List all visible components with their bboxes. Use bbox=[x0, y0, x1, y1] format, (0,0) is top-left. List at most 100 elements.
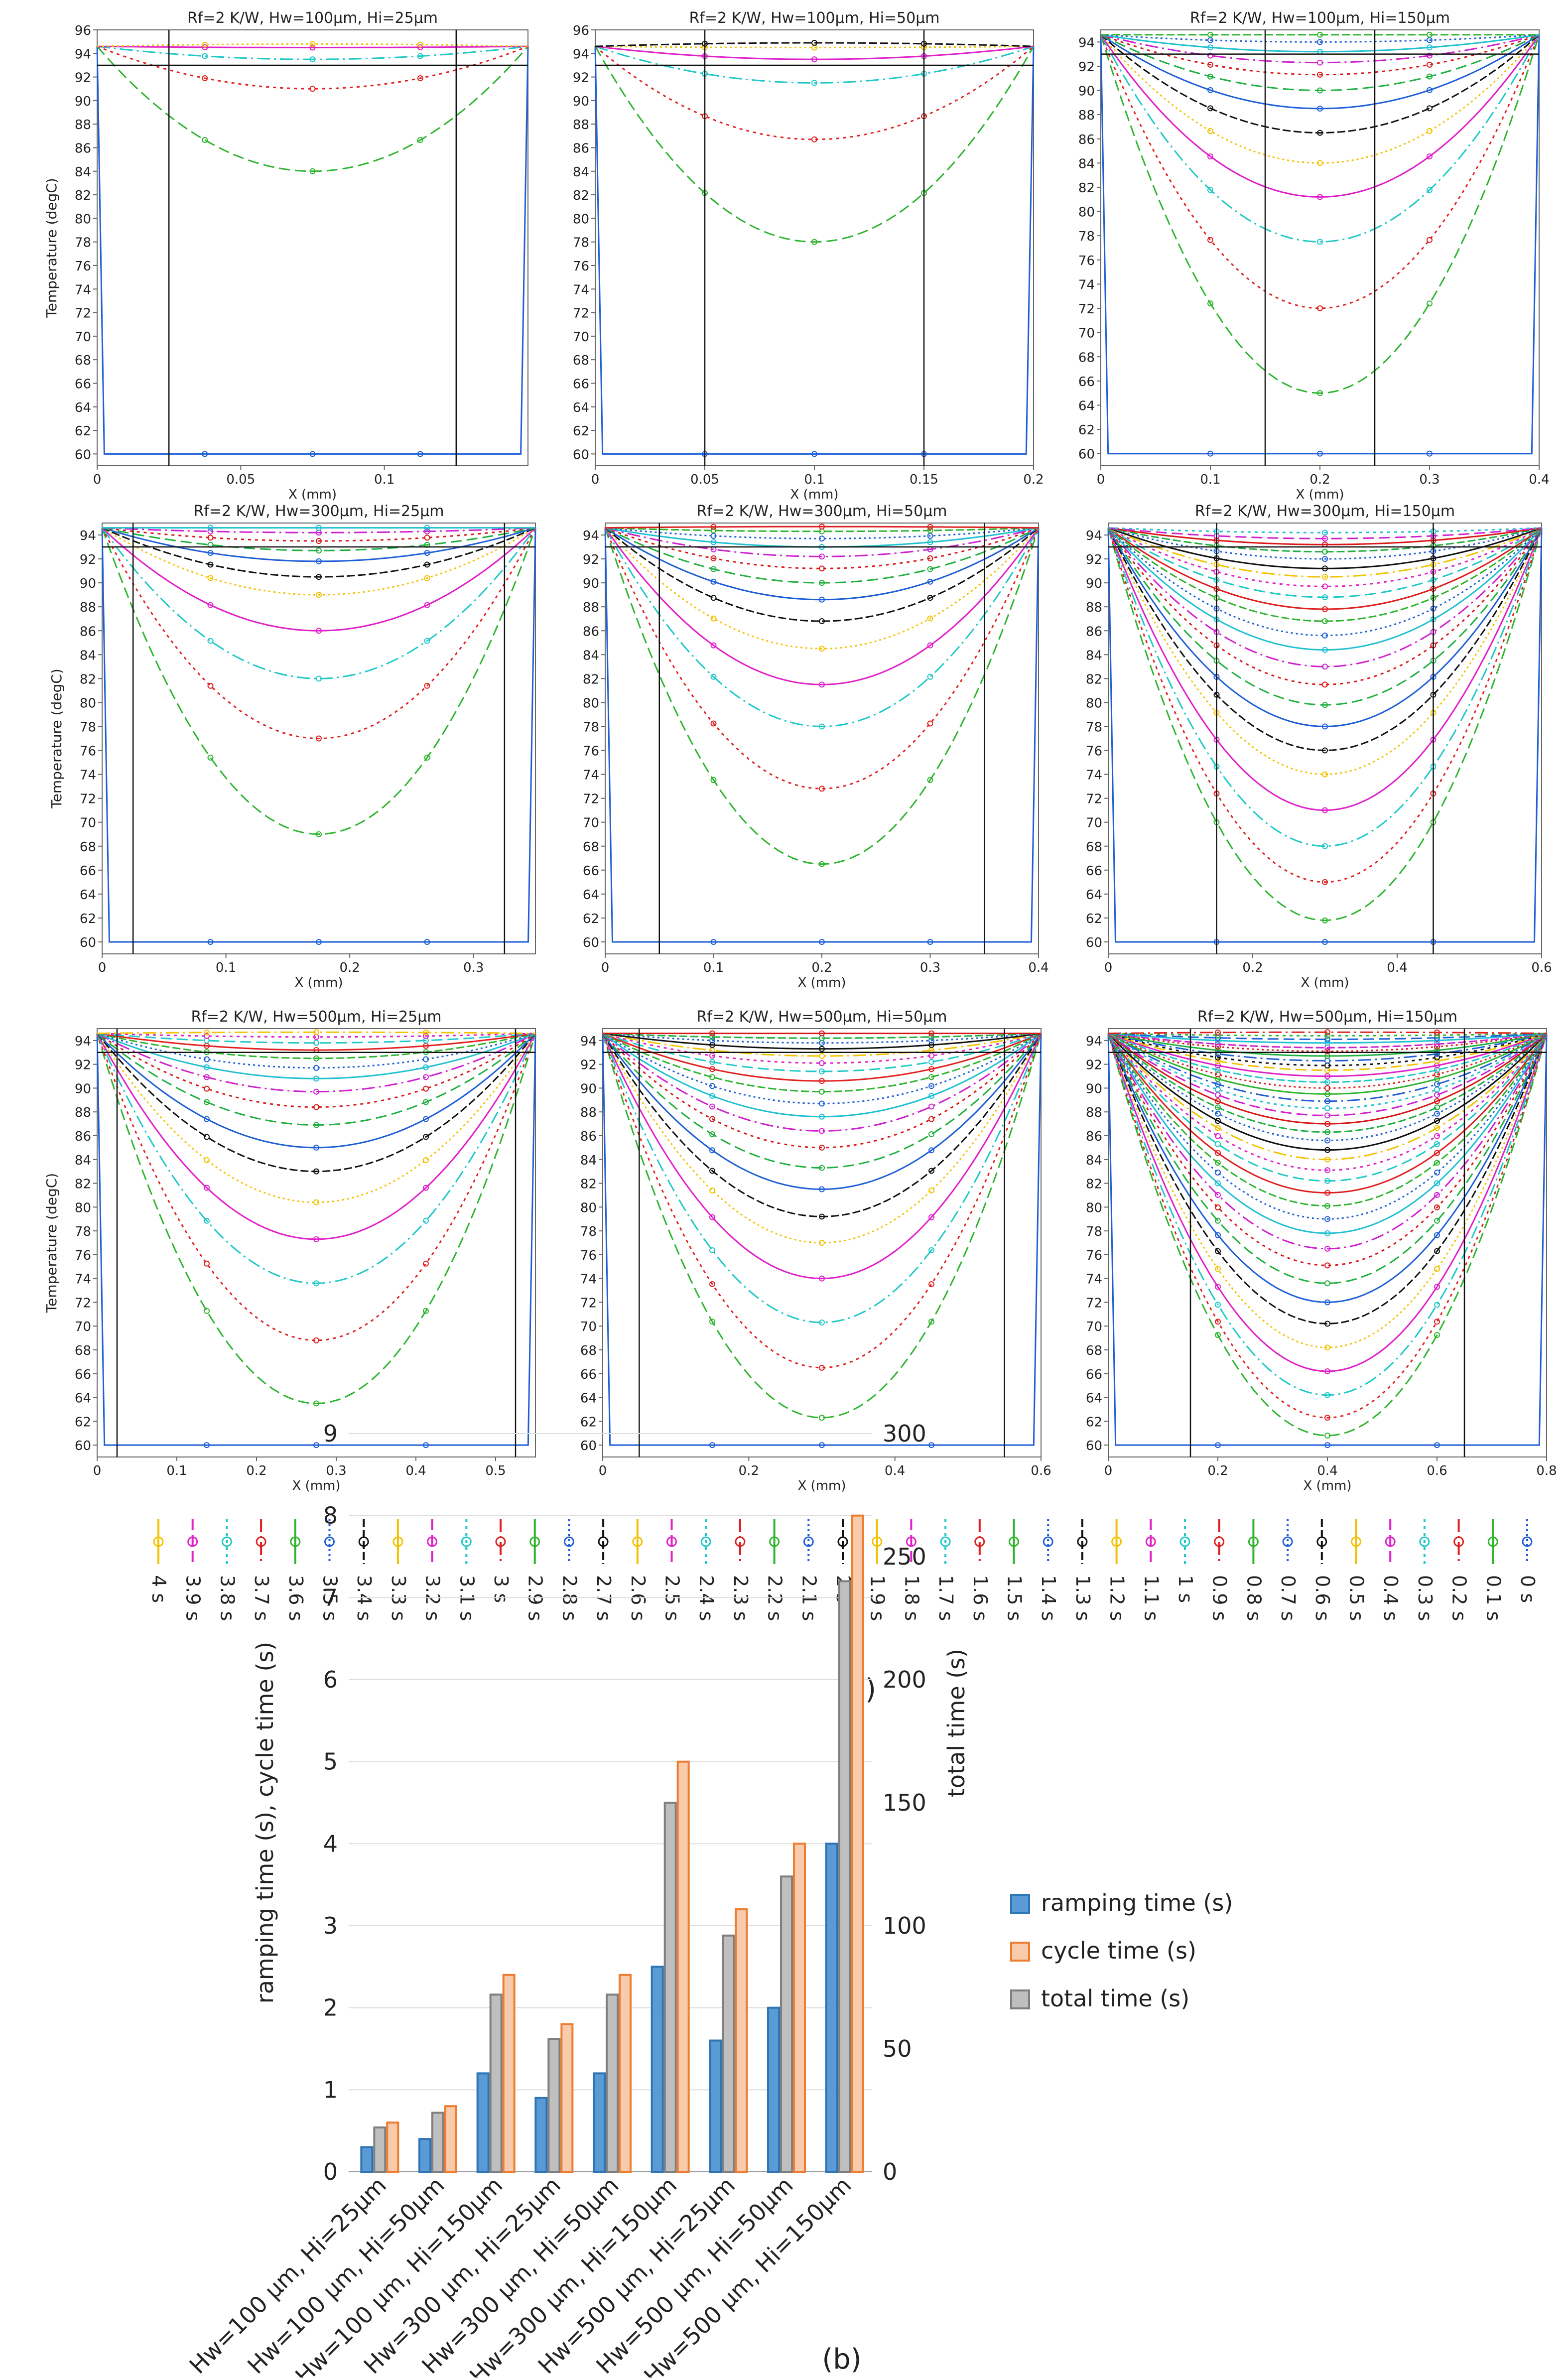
series-marker bbox=[1215, 1067, 1221, 1073]
bar-ramping bbox=[825, 1843, 838, 2173]
y-tick-label: 80 bbox=[573, 212, 589, 227]
series-marker bbox=[1215, 1170, 1221, 1176]
y2-tick-label: 150 bbox=[883, 1789, 926, 1816]
y-tick-label: 80 bbox=[75, 212, 91, 227]
y-tick-label: 84 bbox=[580, 1153, 597, 1168]
line-chart-6: Rf=2 K/W, Hw=300μm, Hi=150μm 60 62 64 66 68 70… bbox=[1086, 503, 1552, 990]
y-tick-label: 86 bbox=[583, 624, 599, 639]
series-marker bbox=[204, 1157, 210, 1163]
y-tick-label: 90 bbox=[1086, 576, 1102, 591]
series-marker bbox=[309, 56, 316, 63]
y-tick-label: 84 bbox=[80, 648, 96, 663]
y-tick-label: 94 bbox=[1086, 1034, 1102, 1049]
y-tick-label: 3 bbox=[323, 1912, 338, 1939]
y-tick-label: 76 bbox=[75, 259, 91, 274]
series-line bbox=[1108, 1033, 1547, 1037]
series-marker bbox=[819, 1088, 825, 1095]
legend-marker bbox=[290, 1536, 301, 1547]
series-marker bbox=[819, 596, 825, 603]
bar-ramping bbox=[534, 2097, 548, 2173]
legend-marker bbox=[1385, 1536, 1396, 1547]
series-line bbox=[1107, 527, 1543, 685]
series-marker bbox=[1215, 1191, 1221, 1198]
series-marker bbox=[207, 534, 214, 541]
series-line bbox=[595, 45, 1034, 84]
plot-frame bbox=[1100, 29, 1540, 466]
y-tick-label: 90 bbox=[80, 576, 96, 591]
bar-ramping bbox=[476, 2072, 490, 2173]
y-tick-label: 6 bbox=[323, 1666, 338, 1693]
series-marker bbox=[316, 547, 322, 554]
y-tick-label: 74 bbox=[75, 1272, 91, 1287]
series-marker bbox=[313, 1122, 319, 1128]
y-tick-label: 68 bbox=[1086, 1343, 1102, 1358]
series-marker bbox=[316, 735, 322, 742]
series-marker bbox=[424, 938, 430, 945]
legend-marker bbox=[1522, 1536, 1533, 1547]
series-marker bbox=[204, 1217, 210, 1224]
series-marker bbox=[313, 1144, 319, 1151]
y-tick-label: 70 bbox=[580, 1320, 597, 1334]
bar-total bbox=[547, 2038, 561, 2173]
series-marker bbox=[811, 239, 817, 245]
series-marker bbox=[927, 566, 933, 572]
series-line bbox=[101, 528, 536, 943]
series-marker bbox=[316, 538, 322, 544]
y-tick-label: 94 bbox=[1086, 529, 1102, 543]
series-marker bbox=[811, 136, 817, 142]
series-marker bbox=[1434, 1141, 1440, 1147]
y-tick-label: 66 bbox=[75, 1367, 91, 1382]
series-line bbox=[1100, 34, 1540, 309]
series-marker bbox=[709, 1247, 715, 1253]
series-marker bbox=[819, 1046, 825, 1052]
series-marker bbox=[424, 682, 430, 689]
series-line bbox=[1108, 527, 1542, 533]
series-line bbox=[1100, 34, 1540, 53]
series-marker bbox=[819, 1053, 825, 1059]
series-line bbox=[594, 46, 1035, 455]
series-marker bbox=[927, 615, 933, 622]
y-tick-label: 66 bbox=[573, 377, 589, 392]
chart-title: Rf=2 K/W, Hw=300μm, Hi=50μm bbox=[696, 503, 947, 520]
series-line bbox=[602, 1033, 1042, 1118]
series-marker bbox=[424, 550, 430, 556]
series-marker bbox=[309, 41, 316, 47]
bar-cycle bbox=[502, 1974, 516, 2173]
series-marker bbox=[709, 1037, 715, 1044]
x-axis-label: X (mm) bbox=[797, 975, 846, 990]
legend-label: 3 s bbox=[490, 1575, 512, 1603]
x-tick-label: 0.1 bbox=[703, 960, 724, 975]
series-marker bbox=[928, 1116, 934, 1122]
series-marker bbox=[1322, 681, 1328, 688]
x-axis-label: X (mm) bbox=[1303, 1478, 1351, 1493]
y-tick-label: 78 bbox=[583, 720, 599, 735]
series-line bbox=[97, 1033, 536, 1108]
legend-marker bbox=[906, 1536, 916, 1547]
legend-marker bbox=[769, 1536, 780, 1547]
y-tick-label: 80 bbox=[1078, 205, 1095, 220]
series-marker bbox=[1324, 1029, 1330, 1036]
series-marker bbox=[1215, 1442, 1221, 1449]
y-tick-label: 66 bbox=[1086, 1367, 1102, 1382]
y-tick-label: 60 bbox=[573, 447, 589, 462]
y-tick-label: 82 bbox=[1086, 1177, 1102, 1192]
series-line bbox=[1100, 34, 1540, 394]
series-line bbox=[97, 1033, 536, 1079]
y-tick-label: 64 bbox=[75, 1391, 91, 1406]
series-marker bbox=[1427, 73, 1433, 80]
y-tick-label: 96 bbox=[573, 23, 589, 38]
series-marker bbox=[927, 595, 933, 601]
y-tick-label: 80 bbox=[1086, 1200, 1102, 1215]
x-tick-label: 0.05 bbox=[226, 472, 255, 487]
series-marker bbox=[1324, 1079, 1330, 1085]
series-marker bbox=[204, 1056, 210, 1062]
series-marker bbox=[928, 1131, 934, 1138]
y-tick-label: 62 bbox=[1086, 1415, 1102, 1430]
series-marker bbox=[1427, 44, 1433, 51]
series-marker bbox=[1427, 31, 1433, 38]
y-tick-label: 82 bbox=[573, 188, 589, 203]
series-marker bbox=[927, 938, 933, 945]
line-chart-5: Rf=2 K/W, Hw=300μm, Hi=50μm 60 62 64 66 68 70 7… bbox=[583, 503, 1049, 990]
series-line bbox=[1108, 1033, 1547, 1044]
series-line bbox=[602, 1033, 1042, 1149]
